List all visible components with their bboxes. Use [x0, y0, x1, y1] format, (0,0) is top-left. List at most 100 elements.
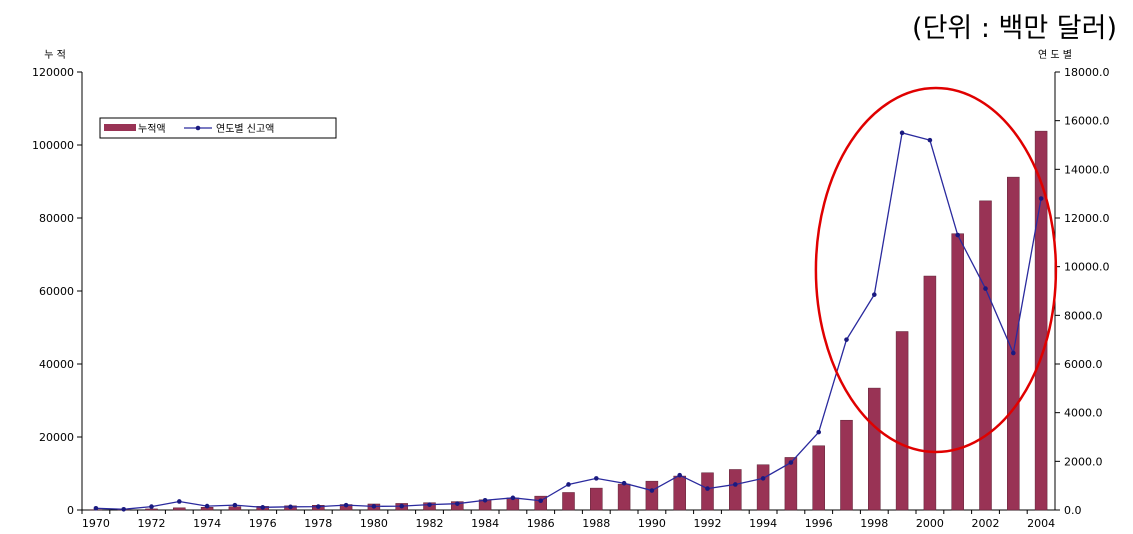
line-point	[399, 503, 405, 509]
line-point	[983, 286, 988, 291]
bar	[1007, 176, 1020, 511]
right-tick-label: 2000.0	[1064, 455, 1103, 468]
legend-box	[99, 117, 337, 139]
left-tick-label: 40000	[39, 358, 74, 371]
line-point	[566, 482, 571, 487]
unit-label: (단위 : 백만 달러)	[912, 13, 1117, 44]
bar	[729, 469, 742, 511]
legend-line-label: 연도별 신고액	[216, 123, 274, 135]
right-tick-label: 12000.0	[1064, 212, 1110, 225]
left-tick-label: 120000	[32, 66, 74, 79]
bar	[784, 457, 798, 511]
line-point	[288, 504, 293, 510]
line-point	[260, 505, 266, 510]
line-point	[204, 503, 210, 509]
bar	[868, 387, 881, 511]
bar	[562, 492, 575, 511]
bar	[617, 483, 631, 511]
right-tick-label: 8000.0	[1064, 309, 1103, 322]
left-tick-label: 100000	[32, 139, 74, 152]
right-tick-label: 16000.0	[1064, 115, 1110, 128]
line-series	[93, 130, 1044, 512]
left-tick-label: 80000	[39, 212, 74, 225]
line-point	[371, 504, 377, 509]
line-point	[455, 501, 460, 506]
bar	[590, 487, 603, 511]
left-tick-label: 0	[67, 504, 74, 517]
line-point	[677, 472, 682, 478]
x-tick-label: 2004	[1027, 517, 1055, 530]
x-tick-label: 1970	[82, 517, 110, 530]
line-point	[844, 337, 849, 342]
bar-series	[89, 130, 1048, 511]
line-point	[816, 429, 821, 435]
line-point	[316, 504, 321, 509]
right-tick-label: 18000.0	[1064, 66, 1110, 79]
x-tick-label: 1998	[860, 517, 888, 530]
left-tick-label: 60000	[39, 285, 74, 298]
bar	[923, 275, 937, 511]
line-point	[93, 505, 99, 511]
left-axis-label: 누 적	[44, 49, 66, 61]
line-point	[621, 480, 627, 486]
line-point	[482, 497, 488, 503]
line-point	[538, 498, 543, 504]
line-point	[427, 502, 432, 507]
line-point	[232, 502, 238, 508]
x-tick-label: 1972	[138, 517, 166, 530]
line-point	[705, 486, 710, 491]
bar	[756, 464, 770, 511]
bar	[812, 445, 825, 511]
x-tick-label: 2002	[972, 517, 1000, 530]
line-point	[649, 488, 655, 493]
bar	[673, 475, 686, 511]
x-tick-label: 1986	[527, 517, 555, 530]
line-point	[927, 137, 933, 143]
x-tick-label: 1974	[193, 517, 221, 530]
annotation	[814, 86, 1058, 454]
line-point	[955, 232, 960, 238]
line-point	[872, 292, 877, 297]
x-tick-label: 1984	[471, 517, 499, 530]
right-tick-label: 4000.0	[1064, 407, 1103, 420]
legend-bar-label: 누적액	[138, 123, 166, 135]
bar	[951, 233, 964, 511]
x-tick-label: 2000	[916, 517, 944, 530]
chart-axes: 0 20000 40000 60000 80000 100000 120000 0.0 2000…	[32, 49, 1110, 530]
bar	[840, 419, 853, 511]
bar	[701, 472, 714, 511]
x-tick-label: 1994	[749, 517, 777, 530]
right-tick-label: 10000.0	[1064, 261, 1110, 274]
line-point	[343, 502, 349, 508]
x-tick-label: 1990	[638, 517, 666, 530]
line-point	[1011, 350, 1016, 356]
x-tick-label: 1996	[805, 517, 833, 530]
x-tick-label: 1988	[582, 517, 610, 530]
line-point	[510, 495, 516, 501]
line-point	[177, 499, 182, 504]
line-point	[899, 130, 905, 136]
bar	[645, 480, 659, 511]
right-tick-label: 14000.0	[1064, 163, 1110, 176]
right-tick-label: 0.0	[1064, 504, 1082, 517]
x-tick-label: 1978	[304, 517, 332, 530]
x-tick-label: 1982	[416, 517, 444, 530]
x-tick-label: 1980	[360, 517, 388, 530]
legend-line-marker	[195, 125, 201, 131]
line-point	[760, 476, 766, 481]
legend-bar-swatch	[104, 124, 136, 131]
line-point	[121, 506, 126, 512]
bar	[895, 331, 909, 511]
right-tick-label: 6000.0	[1064, 358, 1103, 371]
bar	[979, 200, 992, 511]
highlight-ellipse	[814, 86, 1058, 454]
line-point	[733, 482, 738, 487]
line-point	[1038, 196, 1044, 201]
legend: 누적액 연도별 신고액	[99, 117, 337, 139]
bar	[173, 507, 186, 511]
x-tick-label: 1976	[249, 517, 277, 530]
left-tick-label: 20000	[39, 431, 74, 444]
bar	[145, 508, 158, 511]
line-point	[788, 460, 794, 465]
